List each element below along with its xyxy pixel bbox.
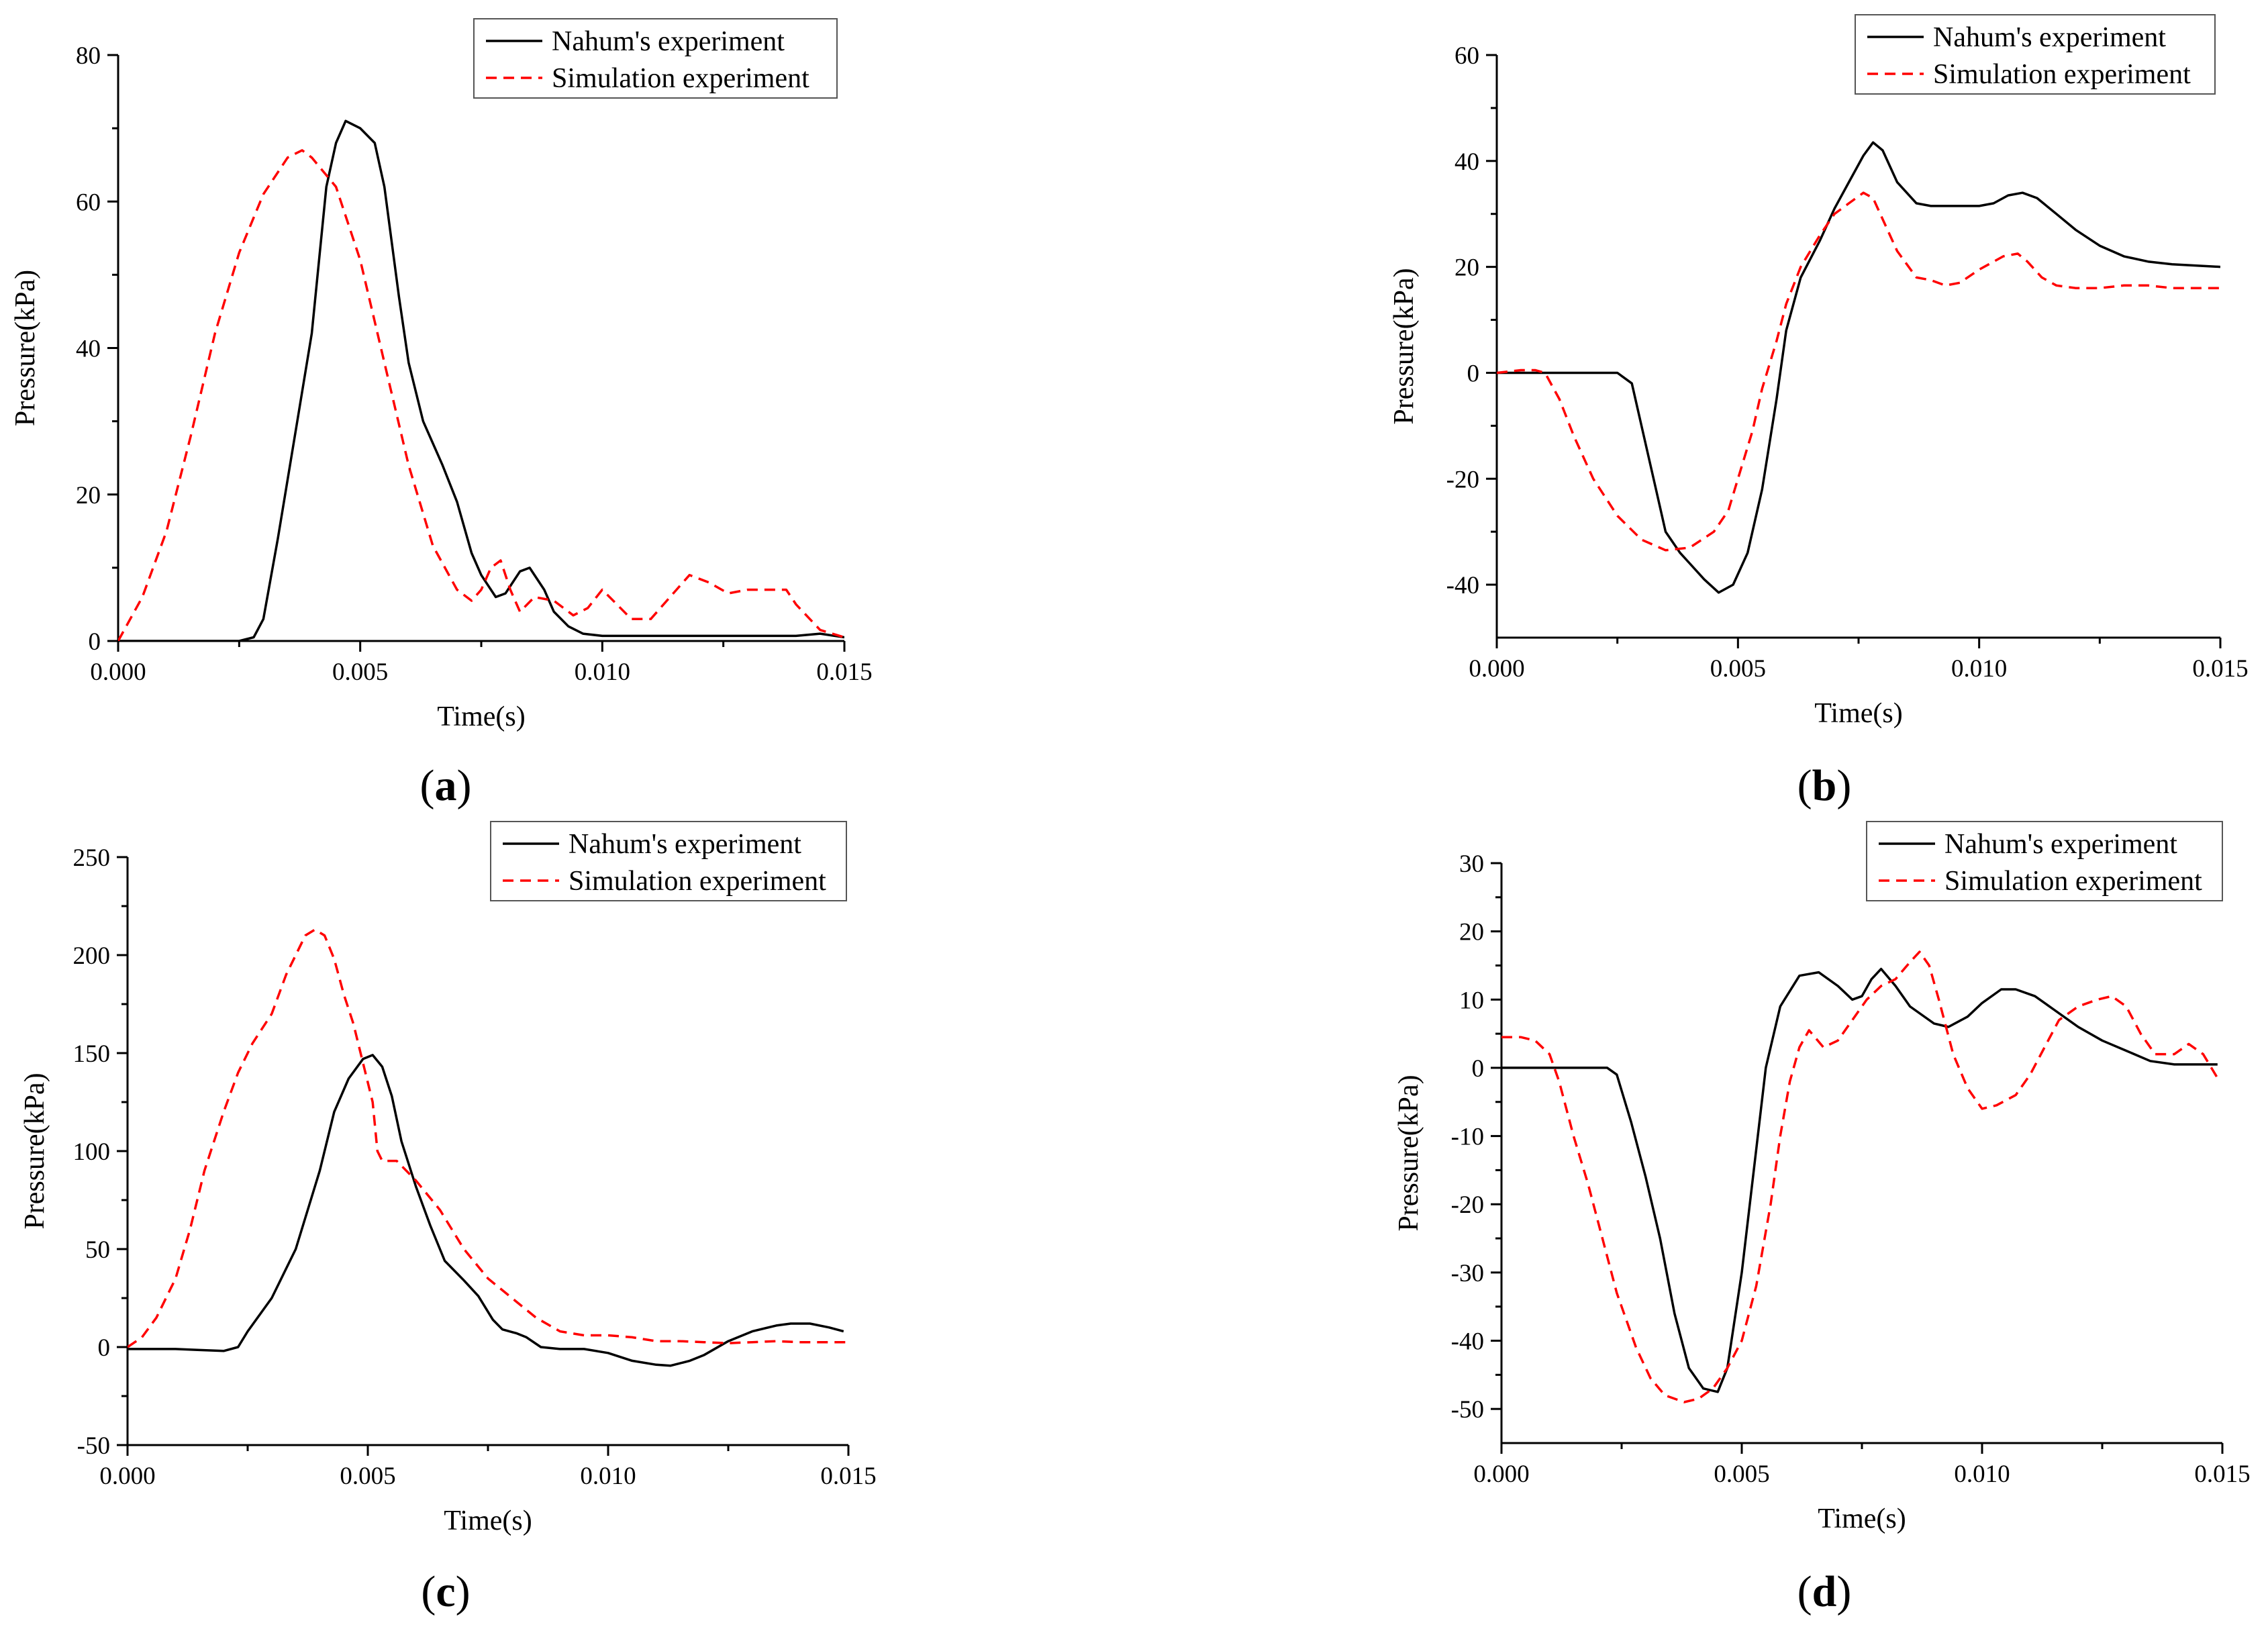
y-tick-label: 0 bbox=[1467, 360, 1480, 387]
y-tick-label: -40 bbox=[1451, 1328, 1484, 1356]
y-tick-label: 0 bbox=[98, 1334, 111, 1362]
y-tick-label: 200 bbox=[73, 942, 111, 970]
legend: Nahum's experiment Simulation experiment bbox=[473, 18, 838, 99]
legend-box bbox=[490, 821, 847, 901]
y-axis-title: Pressure(kPa) bbox=[10, 270, 41, 426]
x-tick-label: 0.005 bbox=[1714, 1461, 1769, 1488]
y-tick-label: 20 bbox=[76, 482, 101, 509]
y-tick-label: -10 bbox=[1451, 1124, 1484, 1151]
simulation-series-line bbox=[1501, 950, 2219, 1403]
x-tick-label: 0.010 bbox=[1954, 1461, 2010, 1488]
y-tick-label: 60 bbox=[1455, 42, 1479, 70]
x-tick-label: 0.005 bbox=[1710, 655, 1766, 683]
legend-label: Nahum's experiment bbox=[1944, 829, 2177, 860]
panel-letter: c bbox=[436, 1567, 455, 1616]
panel-label: (a) bbox=[420, 761, 472, 810]
x-tick-label: 0.010 bbox=[580, 1463, 636, 1490]
y-axis-title: Pressure(kPa) bbox=[1393, 1075, 1424, 1231]
y-tick-label: 20 bbox=[1455, 254, 1479, 282]
x-axis-title: Time(s) bbox=[437, 701, 525, 732]
y-tick-label: 20 bbox=[1459, 919, 1484, 946]
x-tick-label: 0.010 bbox=[575, 658, 630, 686]
chart-panel-b: 0.000 0.005 0.010 0.015 -40 -20 0 20 40 60 Time(s)… bbox=[1389, 14, 2249, 810]
y-tick-label: 40 bbox=[76, 336, 101, 363]
legend-label: Nahum's experiment bbox=[552, 26, 785, 57]
legend-box bbox=[473, 18, 838, 99]
panel-letter: a bbox=[435, 761, 457, 810]
nahum-series-line bbox=[118, 119, 844, 641]
y-tick-label: -40 bbox=[1446, 572, 1479, 599]
x-tick-label: 0.010 bbox=[1951, 655, 2007, 683]
legend-label: Simulation experiment bbox=[1944, 866, 2202, 897]
y-tick-label: -30 bbox=[1451, 1260, 1484, 1287]
legend-label: Simulation experiment bbox=[1933, 59, 2191, 90]
legend-label: Simulation experiment bbox=[569, 866, 826, 897]
y-tick-label: 40 bbox=[1455, 148, 1479, 176]
chart-panel-d: 0.000 0.005 0.010 0.015 -50 -40 -30 -20 -10 0 10 20… bbox=[1393, 821, 2251, 1616]
y-tick-label: 80 bbox=[76, 42, 101, 70]
legend-label: Nahum's experiment bbox=[1933, 22, 2166, 53]
panel-label: (b) bbox=[1797, 761, 1852, 810]
legend: Nahum's experiment Simulation experiment bbox=[490, 821, 847, 901]
x-tick-label: 0.015 bbox=[2194, 1461, 2250, 1488]
chart-panel-c: 0.000 0.005 0.010 0.015 -50 0 50 100 150 200 250 Ti… bbox=[19, 821, 877, 1616]
x-axis-title: Time(s) bbox=[444, 1505, 532, 1536]
nahum-series-line bbox=[128, 1054, 844, 1367]
x-tick-label: 0.000 bbox=[90, 658, 146, 686]
legend: Nahum's experiment Simulation experiment bbox=[1866, 821, 2223, 901]
y-tick-label: 0 bbox=[1472, 1055, 1485, 1083]
panel-label: (c) bbox=[421, 1567, 470, 1616]
y-tick-label: 0 bbox=[89, 628, 101, 656]
x-tick-label: 0.000 bbox=[1469, 655, 1524, 683]
y-axis-title: Pressure(kPa) bbox=[1389, 268, 1420, 424]
x-tick-label: 0.000 bbox=[1473, 1461, 1529, 1488]
x-tick-label: 0.015 bbox=[816, 658, 872, 686]
nahum-series-line bbox=[1497, 141, 2220, 594]
y-tick-label: 30 bbox=[1459, 850, 1484, 878]
x-tick-label: 0.015 bbox=[2192, 655, 2248, 683]
simulation-series-line bbox=[1497, 191, 2220, 552]
panel-letter: b bbox=[1812, 761, 1837, 810]
legend: Nahum's experiment Simulation experiment bbox=[1855, 14, 2216, 95]
x-tick-label: 0.015 bbox=[820, 1463, 876, 1490]
y-tick-label: 150 bbox=[73, 1040, 111, 1068]
y-tick-label: 50 bbox=[85, 1236, 110, 1264]
nahum-series-line bbox=[1501, 967, 2218, 1393]
y-tick-label: 250 bbox=[73, 844, 111, 872]
y-axis-title: Pressure(kPa) bbox=[19, 1073, 50, 1229]
simulation-series-line bbox=[128, 928, 848, 1348]
y-tick-label: 10 bbox=[1459, 987, 1484, 1014]
y-tick-label: -50 bbox=[77, 1432, 110, 1460]
legend-box bbox=[1855, 14, 2216, 95]
panel-letter: d bbox=[1812, 1567, 1837, 1616]
y-tick-label: -20 bbox=[1451, 1191, 1484, 1219]
legend-label: Nahum's experiment bbox=[569, 829, 801, 860]
panel-label: (d) bbox=[1797, 1567, 1852, 1616]
legend-box bbox=[1866, 821, 2223, 901]
simulation-series-line bbox=[118, 149, 844, 641]
x-tick-label: 0.000 bbox=[99, 1463, 155, 1490]
x-tick-label: 0.005 bbox=[340, 1463, 395, 1490]
chart-panel-a: 0.000 0.005 0.010 0.015 0 20 40 60 80 Time(s) Pres… bbox=[10, 18, 873, 810]
y-tick-label: 60 bbox=[76, 189, 101, 216]
y-tick-label: 100 bbox=[73, 1138, 111, 1166]
x-tick-label: 0.005 bbox=[332, 658, 388, 686]
y-tick-label: -50 bbox=[1451, 1396, 1484, 1424]
x-axis-title: Time(s) bbox=[1818, 1503, 1906, 1534]
legend-label: Simulation experiment bbox=[552, 63, 809, 94]
x-axis-title: Time(s) bbox=[1814, 698, 1902, 729]
y-tick-label: -20 bbox=[1446, 466, 1479, 493]
